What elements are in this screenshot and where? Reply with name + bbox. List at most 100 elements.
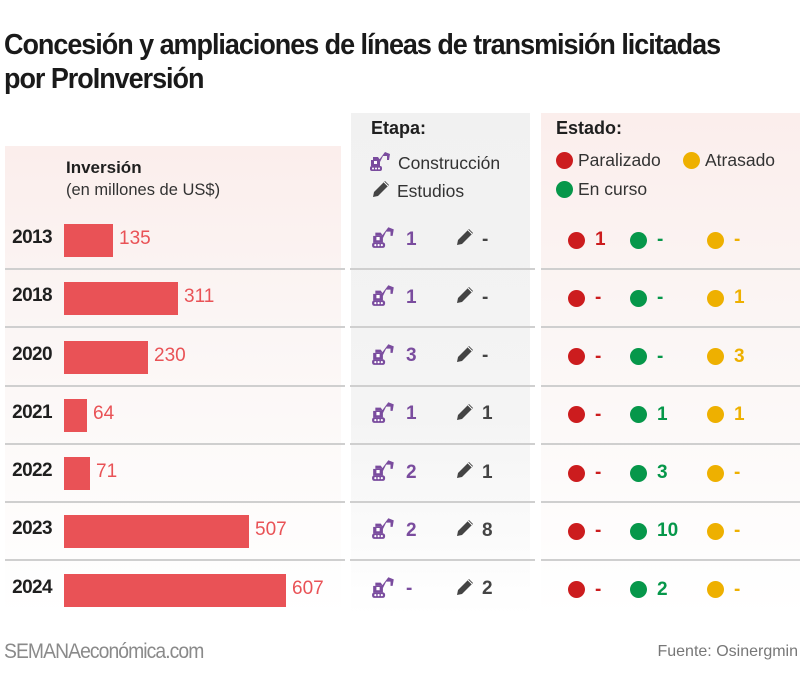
paralizado-count: - — [595, 462, 602, 484]
source-note: Fuente: Osinergmin — [657, 643, 798, 660]
row-divider — [5, 501, 345, 504]
red-dot-icon — [568, 348, 585, 366]
construccion-count: - — [406, 578, 413, 600]
row-divider — [350, 501, 535, 504]
table-row: 2023 507 2 8 - 10 - — [0, 502, 800, 562]
row-divider — [541, 384, 800, 387]
year-label: 2022 — [12, 460, 52, 482]
green-dot-icon — [630, 464, 647, 482]
estudios-count: 8 — [482, 519, 493, 541]
year-label: 2018 — [12, 285, 52, 307]
yellow-dot-icon — [707, 522, 724, 540]
estudios-count: 1 — [482, 403, 493, 425]
pencil-icon — [455, 227, 475, 252]
bar-value-label: 607 — [292, 577, 324, 599]
investment-bar — [64, 457, 90, 491]
year-label: 2013 — [12, 227, 52, 248]
row-divider — [5, 559, 345, 562]
legend-item-paralizado: Paralizado — [556, 150, 661, 171]
green-dot-icon — [630, 406, 647, 424]
legend-label: En curso — [578, 179, 648, 199]
estudios-cell: - — [455, 227, 488, 252]
legend-label: Estudios — [397, 181, 465, 201]
row-divider — [5, 326, 345, 329]
row-divider — [5, 268, 345, 270]
construccion-cell: 3 — [371, 342, 417, 371]
pencil-icon — [455, 344, 475, 369]
red-dot-icon — [568, 522, 585, 540]
construccion-cell: 1 — [371, 283, 417, 312]
en-curso-cell: - — [630, 229, 663, 251]
paralizado-count: - — [595, 520, 602, 542]
legend-label: Construcción — [398, 153, 501, 173]
paralizado-count: - — [595, 345, 602, 367]
construccion-count: 1 — [406, 286, 417, 308]
paralizado-cell: 1 — [568, 229, 606, 251]
year-label: 2024 — [12, 576, 52, 598]
bar-value-label: 507 — [255, 519, 287, 541]
table-row: 2013 135 1 - 1 - - — [0, 211, 800, 270]
pencil-icon — [455, 518, 475, 543]
paralizado-cell: - — [568, 346, 601, 368]
red-dot-icon — [568, 406, 585, 424]
green-dot-icon — [630, 348, 647, 366]
atrasado-count: - — [734, 578, 741, 600]
table-row: 2020 230 3 - - - 3 — [0, 328, 800, 387]
bar-value-label: 64 — [93, 402, 115, 424]
en-curso-count: 3 — [657, 462, 668, 484]
en-curso-count: 1 — [657, 403, 668, 425]
atrasado-cell: - — [707, 462, 740, 484]
construccion-cell: 2 — [371, 458, 417, 487]
construccion-count: 1 — [406, 228, 417, 250]
green-dot-icon — [630, 522, 647, 540]
atrasado-cell: 3 — [707, 346, 745, 368]
en-curso-cell: - — [630, 346, 663, 368]
excavator-icon — [371, 400, 397, 429]
paralizado-count: 1 — [595, 229, 606, 250]
paralizado-cell: - — [568, 520, 601, 542]
atrasado-count: - — [734, 520, 741, 542]
construccion-cell: 1 — [371, 225, 417, 254]
bar-value-label: 71 — [96, 461, 118, 483]
en-curso-count: - — [657, 287, 664, 309]
en-curso-cell: 10 — [630, 520, 678, 542]
red-dot-icon — [556, 152, 573, 169]
yellow-dot-icon — [707, 289, 724, 307]
row-divider — [350, 559, 535, 562]
legend-item-atrasado: Atrasado — [683, 150, 775, 171]
excavator-icon — [371, 225, 397, 254]
estado-legend-title: Estado: — [556, 118, 623, 138]
construccion-count: 2 — [406, 519, 417, 541]
legend-item-estudios: Estudios — [371, 179, 464, 204]
yellow-dot-icon — [707, 464, 724, 482]
yellow-dot-icon — [707, 231, 724, 249]
investment-bar — [64, 340, 148, 374]
bar-value-label: 230 — [154, 344, 186, 366]
en-curso-count: 2 — [657, 578, 668, 600]
year-label: 2021 — [12, 401, 52, 423]
en-curso-count: - — [657, 345, 664, 367]
row-divider — [541, 559, 800, 562]
investment-bar — [64, 398, 87, 432]
row-divider — [350, 326, 535, 329]
atrasado-cell: 1 — [707, 287, 745, 309]
estudios-cell: 2 — [455, 577, 493, 602]
legend-item-en-curso: En curso — [556, 179, 647, 200]
en-curso-cell: 3 — [630, 462, 668, 484]
en-curso-count: - — [657, 229, 664, 250]
table-row: 2021 64 1 1 - 1 1 — [0, 386, 800, 445]
estudios-cell: 1 — [455, 402, 493, 427]
atrasado-cell: - — [707, 579, 740, 601]
red-dot-icon — [568, 231, 585, 249]
data-rows: 2013 135 1-1- -2018 311 1- - -1 2020 230 3- - -3 2021… — [0, 211, 800, 619]
pencil-icon — [455, 285, 475, 310]
table-row: 2024 607 - 2 - 2 - — [0, 561, 800, 619]
row-divider — [541, 442, 800, 445]
yellow-dot-icon — [707, 348, 724, 366]
bar-value-label: 311 — [184, 286, 215, 308]
estudios-count: - — [482, 286, 489, 308]
paralizado-cell: - — [568, 287, 601, 309]
excavator-icon — [371, 516, 397, 545]
paralizado-cell: - — [568, 404, 601, 426]
construccion-cell: 2 — [371, 516, 417, 545]
